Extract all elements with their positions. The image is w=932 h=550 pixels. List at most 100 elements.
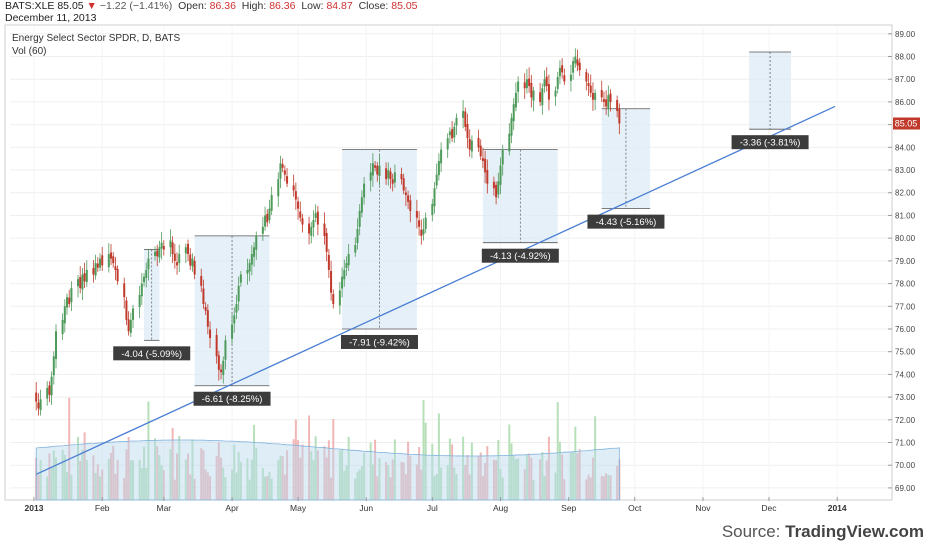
candle-body[interactable]	[99, 258, 102, 268]
trendline[interactable]	[35, 105, 836, 475]
candle-body[interactable]	[206, 310, 209, 327]
candle-body[interactable]	[178, 254, 181, 264]
candle-body[interactable]	[594, 92, 597, 100]
candle-body[interactable]	[101, 255, 104, 266]
candle-body[interactable]	[451, 129, 454, 139]
candle-body[interactable]	[200, 276, 203, 286]
candle-body[interactable]	[618, 109, 621, 124]
candle-body[interactable]	[176, 262, 179, 266]
candle-body[interactable]	[477, 137, 480, 148]
candle-body[interactable]	[83, 273, 86, 282]
candle-body[interactable]	[310, 226, 313, 236]
candle-body[interactable]	[609, 93, 612, 102]
candle-body[interactable]	[63, 306, 66, 324]
candle-body[interactable]	[466, 124, 469, 139]
candle-body[interactable]	[369, 172, 372, 181]
candle-body[interactable]	[563, 75, 566, 82]
candle-body[interactable]	[418, 220, 421, 227]
candle-body[interactable]	[184, 247, 187, 254]
candle-body[interactable]	[448, 131, 451, 136]
candle-body[interactable]	[402, 178, 405, 191]
candle-body[interactable]	[235, 304, 238, 313]
candle-body[interactable]	[35, 392, 38, 402]
candle-body[interactable]	[79, 276, 82, 289]
candle-body[interactable]	[147, 258, 150, 270]
candle-body[interactable]	[374, 165, 377, 168]
candle-body[interactable]	[602, 99, 605, 102]
candle-body[interactable]	[479, 145, 482, 157]
candle-body[interactable]	[286, 176, 289, 184]
candle-body[interactable]	[81, 274, 84, 290]
candle-body[interactable]	[501, 149, 504, 165]
candle-body[interactable]	[292, 185, 295, 191]
candle-body[interactable]	[173, 253, 176, 261]
candle-body[interactable]	[92, 267, 95, 275]
candle-body[interactable]	[301, 218, 304, 225]
candle-body[interactable]	[248, 263, 251, 272]
candle-body[interactable]	[539, 92, 542, 102]
candle-body[interactable]	[308, 223, 311, 234]
candle-body[interactable]	[347, 254, 350, 266]
candle-body[interactable]	[393, 172, 396, 183]
candle-body[interactable]	[202, 288, 205, 305]
candle-body[interactable]	[556, 76, 559, 89]
candle-body[interactable]	[495, 184, 498, 198]
candle-body[interactable]	[250, 254, 253, 265]
candle-body[interactable]	[464, 111, 467, 127]
candle-body[interactable]	[297, 201, 300, 209]
candle-body[interactable]	[266, 213, 269, 223]
candle-body[interactable]	[528, 78, 531, 87]
candle-body[interactable]	[587, 83, 590, 87]
candle-body[interactable]	[281, 164, 284, 168]
candle-body[interactable]	[217, 355, 220, 370]
candle-body[interactable]	[233, 315, 236, 324]
candle-body[interactable]	[127, 319, 130, 332]
candle-body[interactable]	[512, 104, 515, 122]
candle-body[interactable]	[554, 90, 557, 97]
candle-body[interactable]	[345, 263, 348, 268]
candle-body[interactable]	[600, 90, 603, 98]
candle-body[interactable]	[525, 79, 528, 89]
candle-body[interactable]	[239, 274, 242, 283]
candle-body[interactable]	[224, 340, 227, 360]
candle-body[interactable]	[246, 269, 249, 274]
candle-body[interactable]	[48, 385, 51, 395]
candle-body[interactable]	[404, 192, 407, 196]
candle-body[interactable]	[530, 82, 533, 98]
candle-body[interactable]	[440, 149, 443, 164]
candle-body[interactable]	[415, 211, 418, 218]
candle-body[interactable]	[261, 226, 264, 234]
candle-body[interactable]	[132, 308, 135, 320]
candle-body[interactable]	[387, 170, 390, 179]
candle-body[interactable]	[268, 208, 271, 221]
candle-body[interactable]	[94, 263, 97, 276]
candle-body[interactable]	[96, 263, 99, 268]
candle-body[interactable]	[455, 117, 458, 126]
candle-body[interactable]	[341, 276, 344, 289]
candle-body[interactable]	[532, 90, 535, 101]
candle-body[interactable]	[462, 111, 465, 118]
candle-body[interactable]	[356, 229, 359, 244]
candle-body[interactable]	[589, 85, 592, 93]
candle-body[interactable]	[66, 297, 69, 308]
candle-body[interactable]	[585, 72, 588, 82]
candle-body[interactable]	[204, 306, 207, 311]
candles[interactable]	[35, 48, 621, 416]
candle-body[interactable]	[547, 83, 550, 100]
candle-body[interactable]	[616, 100, 619, 112]
candle-body[interactable]	[561, 65, 564, 73]
candle-body[interactable]	[114, 266, 117, 270]
candle-body[interactable]	[523, 82, 526, 89]
candle-body[interactable]	[323, 223, 326, 236]
candle-body[interactable]	[437, 160, 440, 176]
candle-body[interactable]	[316, 211, 319, 225]
candle-body[interactable]	[325, 232, 328, 252]
candle-body[interactable]	[605, 99, 608, 107]
candle-body[interactable]	[237, 285, 240, 302]
candle-body[interactable]	[253, 247, 256, 257]
candle-body[interactable]	[543, 79, 546, 87]
candle-body[interactable]	[160, 242, 163, 249]
candle-body[interactable]	[453, 126, 456, 138]
candle-body[interactable]	[569, 74, 572, 81]
